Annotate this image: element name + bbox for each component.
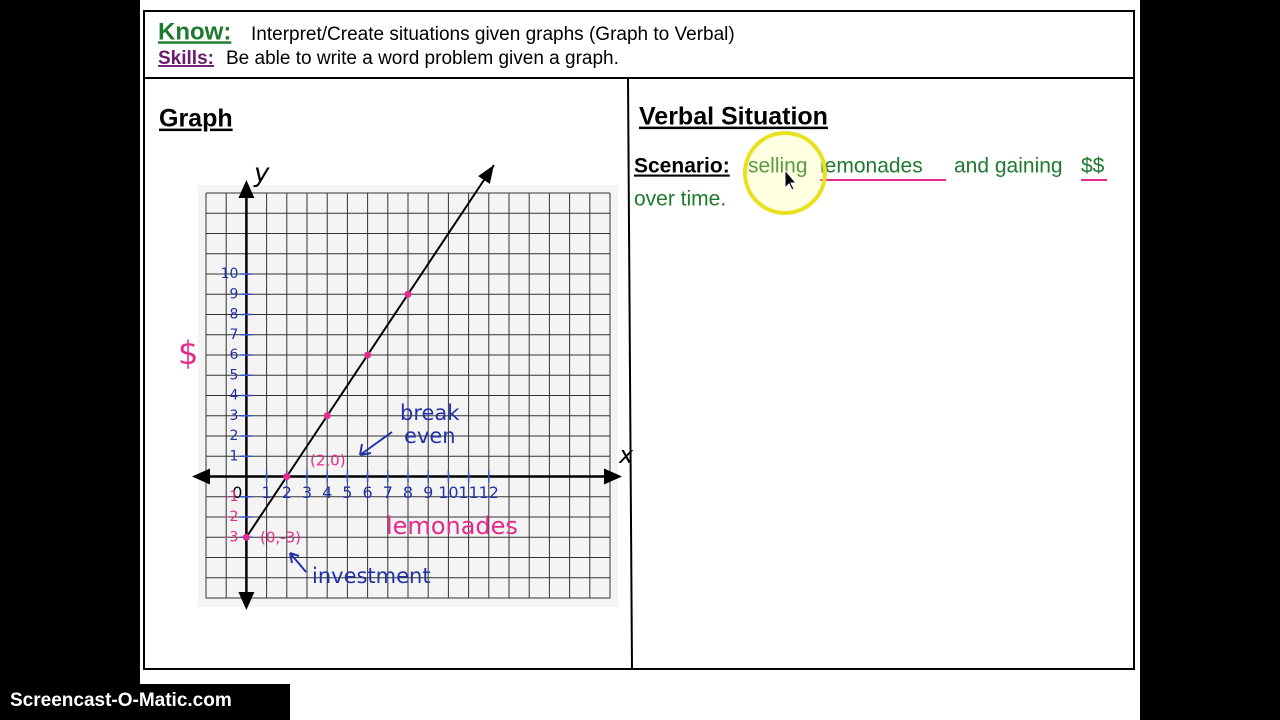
y-tick-label: 6 [229,347,238,363]
know-label: Know: [158,18,231,45]
arrow [238,180,255,198]
point-label: (2,0) [310,452,346,470]
x-tick-label: 3 [302,483,312,502]
x-tick-label: 2 [282,483,292,502]
x-tick-label: 5 [342,483,352,502]
y-tick-label: 2 [229,428,238,444]
skills-label: Skills: [158,48,214,69]
y-tick-label: 8 [229,307,238,323]
frame [143,10,1135,670]
x-tick-label: 9 [423,483,433,502]
y-tick-label: 7 [229,327,238,343]
x-tick-label: 8 [403,483,413,502]
scenario-line: over time. [634,188,726,211]
y-tick-label: 5 [229,367,238,383]
line-extension [407,164,495,295]
point [364,351,372,359]
y-tick-label: -1 [224,489,238,505]
skills-text: Be able to write a word problem given a … [226,48,619,69]
x-tick-label: 10 [438,483,458,502]
arrow [192,468,210,485]
x-tick-label: 11 [458,483,478,502]
y-tick-label: -3 [224,529,238,545]
verbal-title: Verbal Situation [639,103,828,131]
axis-label: x [618,441,634,469]
axis-label: y [253,159,270,189]
scenario-word: lemonades [820,155,923,178]
annotation: even [404,424,456,448]
x-tick-label: 12 [479,483,499,502]
axis-title: lemonades [386,512,518,540]
arrow [238,592,255,610]
point [404,290,412,298]
x-tick-label: 4 [322,483,332,502]
point [323,412,331,420]
scenario-word: $$ [1081,155,1105,178]
y-tick-label: -2 [224,509,238,525]
point-label: (0,-3) [260,529,301,547]
arrow [478,165,494,184]
y-tick-label: 1 [229,448,238,464]
graph-title: Graph [159,105,233,133]
y-tick-label: 10 [221,266,239,282]
point [283,473,291,480]
x-tick-label: 1 [262,483,272,502]
annotation: break [400,401,460,425]
know-text: Interpret/Create situations given graphs… [251,24,735,45]
scenario-label: Scenario: [634,155,730,178]
x-tick-label: 7 [383,483,393,502]
x-tick-label: 0 [232,483,242,502]
scenario-word: and gaining [954,155,1063,178]
axis-title: $ [178,334,198,372]
x-tick-label: 6 [363,483,373,502]
y-tick-label: 9 [229,286,238,302]
scenario-word: selling [748,155,808,178]
arrow [604,468,622,485]
annotation-arrow [359,431,393,456]
point [242,533,250,541]
cursor [784,168,798,191]
y-tick-label: 4 [229,388,238,404]
y-tick-label: 3 [229,408,238,424]
annotation-arrow [289,552,307,573]
watermark-bg [0,684,290,720]
annotation: investment [312,564,431,588]
panel-divider [627,77,633,670]
watermark: Screencast-O-Matic.com [10,690,232,711]
